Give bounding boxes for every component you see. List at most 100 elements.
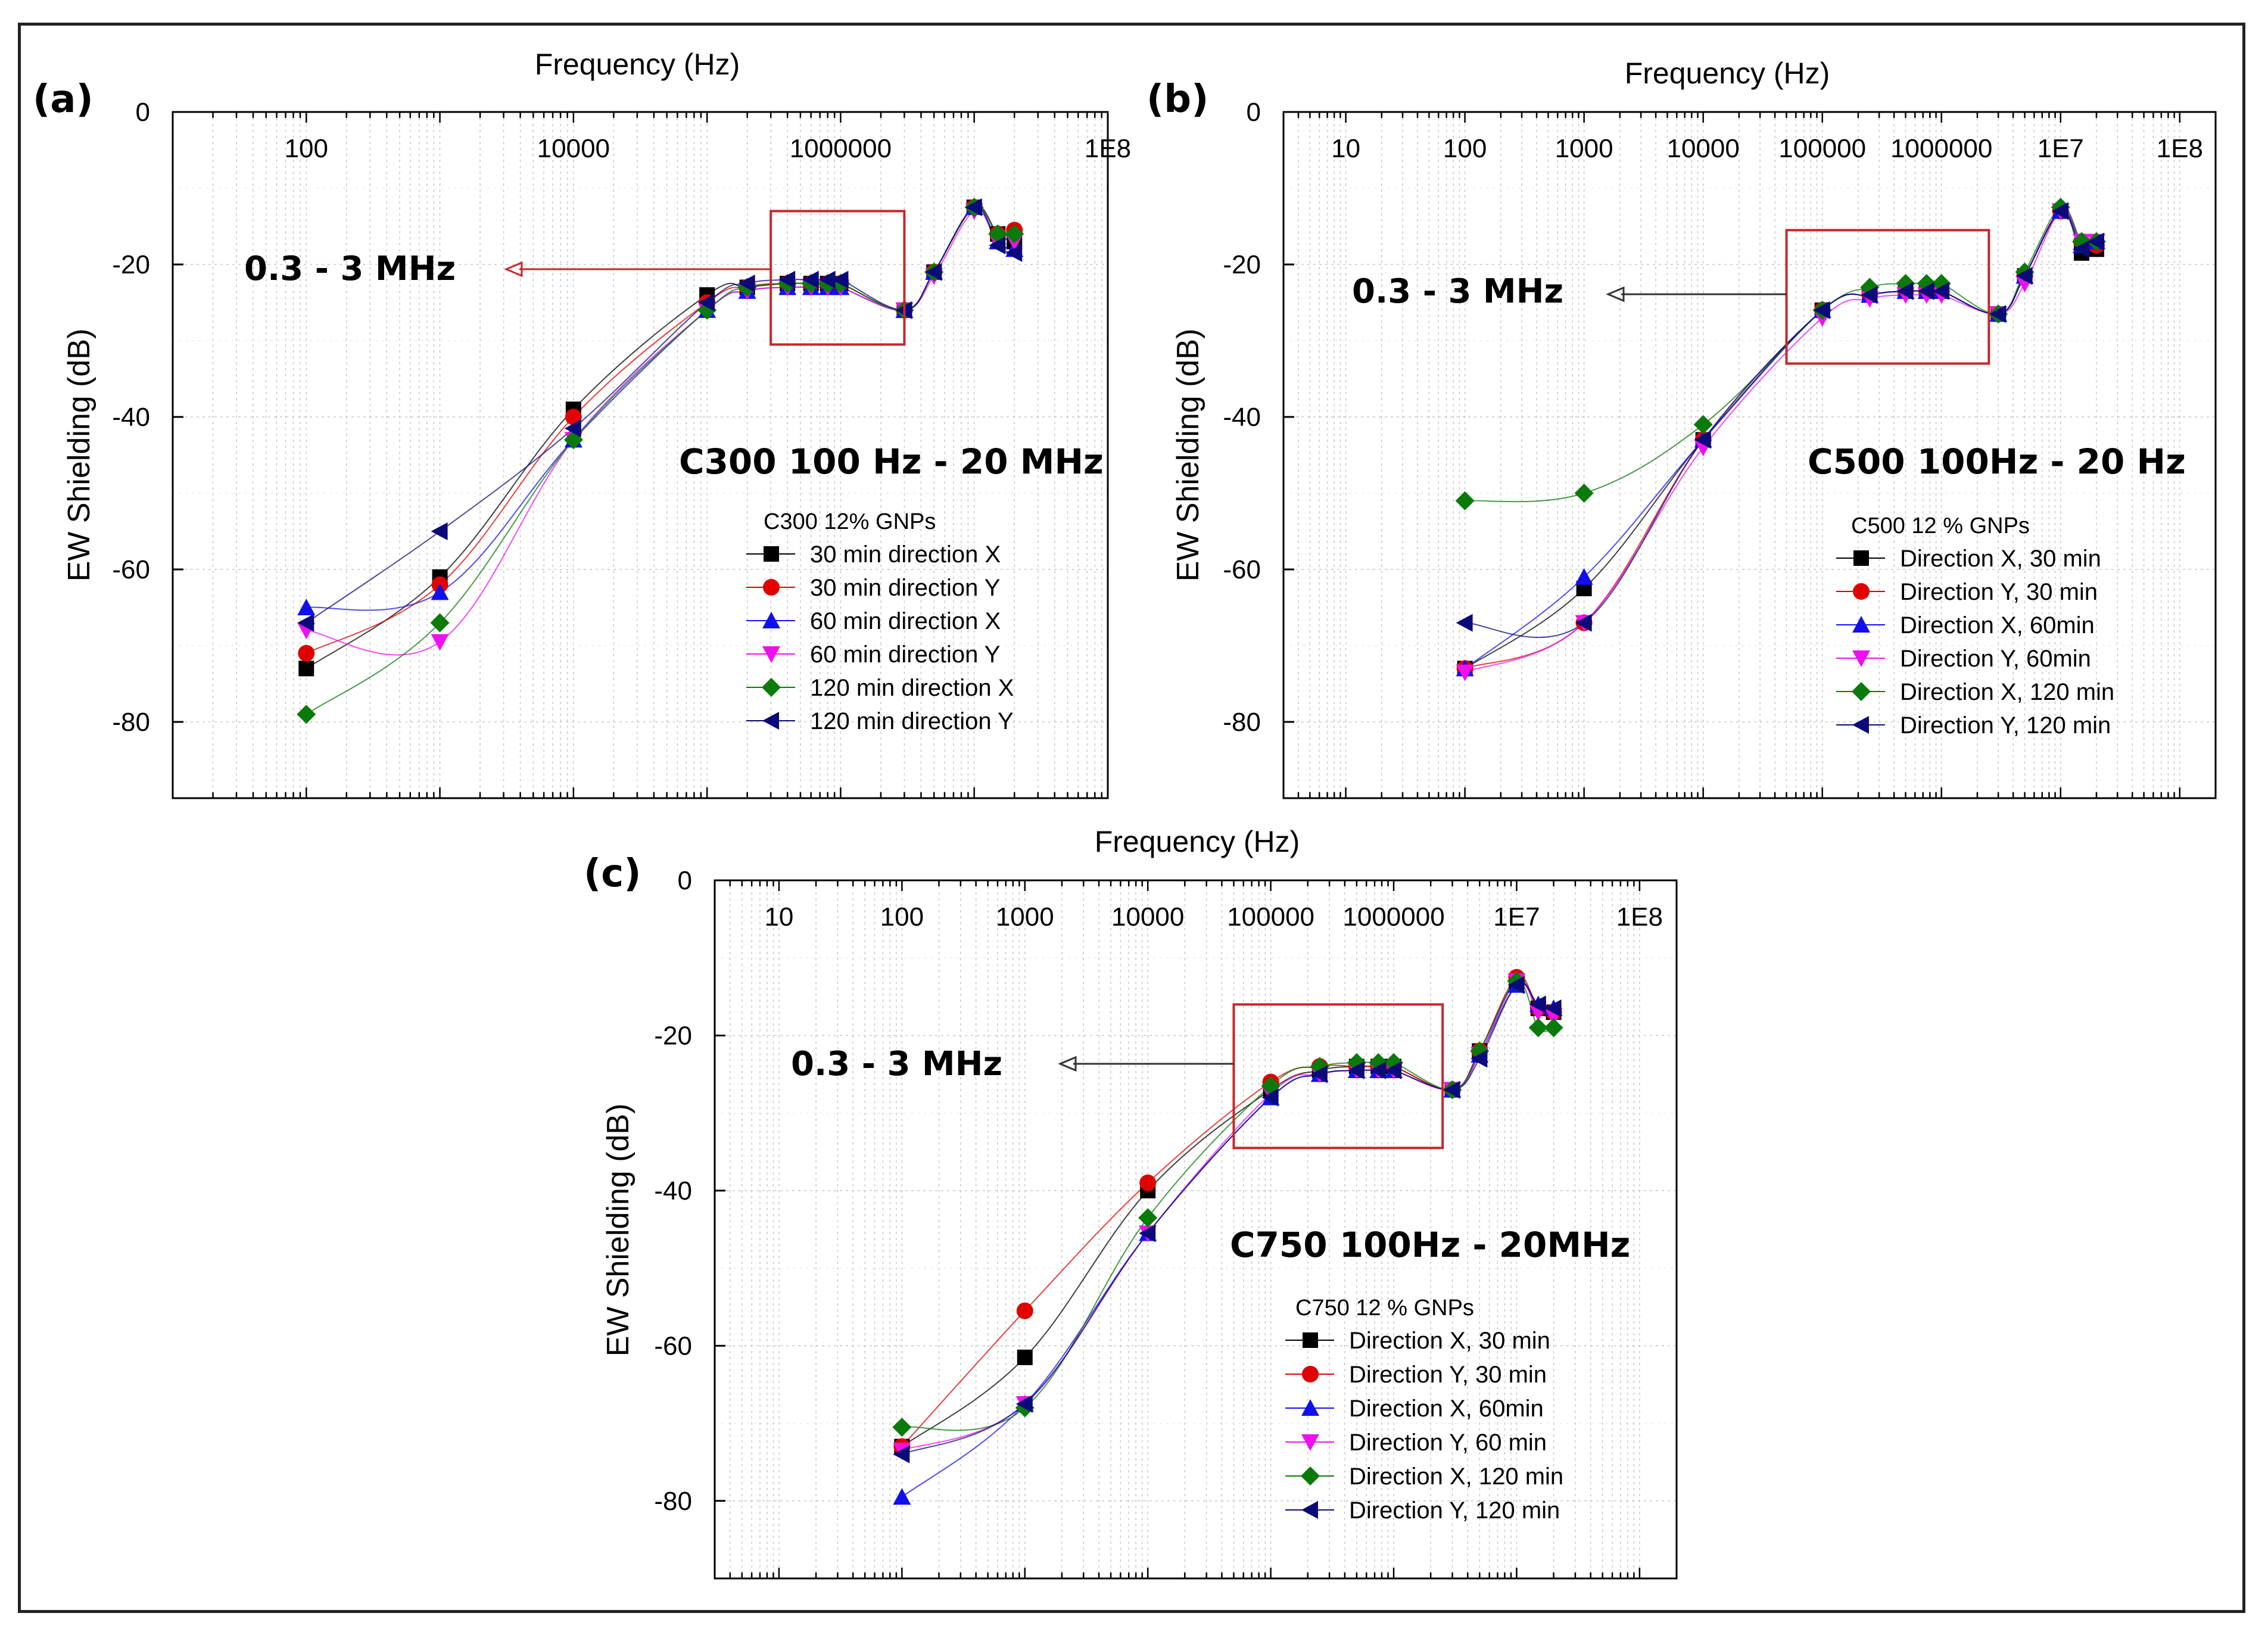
legend-marker — [762, 678, 781, 697]
y-tick-label: 0 — [1247, 98, 1261, 127]
legend-marker — [1301, 1434, 1319, 1451]
y-tick-label: -20 — [112, 250, 150, 279]
x-tick-label: 1000000 — [790, 134, 892, 163]
arrow-head — [1606, 286, 1625, 303]
data-point — [297, 614, 314, 632]
data-point — [738, 275, 755, 292]
data-point — [1896, 282, 1914, 300]
legend-label: Direction Y, 120 min — [1349, 1497, 1560, 1524]
grid — [1283, 111, 2216, 798]
chart-title: C750 100Hz - 20MHz — [1230, 1225, 1630, 1265]
legend-marker — [1853, 550, 1869, 566]
y-tick-label: -60 — [1223, 555, 1261, 584]
legend-label: Direction X, 120 min — [1349, 1463, 1563, 1490]
data-point — [297, 599, 316, 615]
plot-frame — [714, 879, 1678, 1580]
x-tick-label: 1E8 — [2157, 134, 2203, 163]
legend-label: Direction X, 60min — [1900, 612, 2095, 639]
data-point — [430, 613, 450, 633]
legend-label: Direction Y, 60 min — [1349, 1430, 1547, 1456]
y-tick-label: -80 — [112, 708, 150, 737]
data-point — [1261, 1088, 1279, 1107]
data-point — [1017, 1349, 1033, 1365]
y-tick-label: -20 — [1223, 250, 1261, 279]
data-point — [298, 661, 314, 677]
legend-label: Direction Y, 30 min — [1900, 579, 2098, 605]
data-point — [1385, 1061, 1402, 1080]
y-axis-title: EW Shielding (dB) — [1171, 329, 1205, 582]
series-line-5 — [306, 206, 1015, 624]
legend-marker — [1852, 650, 1870, 667]
legend-label: 120 min direction X — [810, 675, 1014, 701]
data-point — [1005, 244, 1023, 262]
legend-label: 60 min direction X — [810, 608, 1001, 634]
legend-marker — [764, 546, 779, 562]
x-tick-label: 1E8 — [1085, 134, 1131, 163]
legend-label: Direction Y, 60min — [1900, 646, 2091, 672]
x-tick-label: 100 — [1443, 134, 1487, 163]
data-point — [1861, 286, 1878, 304]
data-point — [1015, 1395, 1033, 1413]
range-annotation: 0.3 - 3 MHz — [244, 250, 456, 288]
legend-label: Direction X, 30 min — [1900, 546, 2101, 572]
legend-marker — [1303, 1332, 1318, 1348]
data-point — [1544, 999, 1562, 1017]
data-point — [1455, 491, 1475, 510]
legend-marker — [1302, 1366, 1319, 1382]
x-axis-title: Frequency (Hz) — [535, 48, 740, 81]
chart-panel-b: 0 -20 -40 -60 -80 10 100 1000 10000 100000 1000000… — [1147, 57, 2217, 799]
data-point — [1443, 1080, 1460, 1099]
x-tick-label: 1000 — [1555, 134, 1613, 163]
data-point — [431, 522, 448, 540]
x-tick-label: 1E7 — [1493, 902, 1540, 932]
data-point — [1456, 614, 1473, 632]
data-point — [431, 583, 449, 600]
data-point — [431, 634, 449, 651]
legend-marker — [1852, 716, 1869, 734]
x-axis-title: Frequency (Hz) — [1095, 825, 1300, 858]
data-point — [1575, 614, 1592, 632]
legend-label: Direction X, 60min — [1349, 1396, 1544, 1422]
y-axis-title: EW Shielding (dB) — [601, 1104, 635, 1357]
x-tick-label: 10000 — [1666, 134, 1739, 163]
data-point — [564, 419, 581, 438]
data-point — [802, 270, 819, 289]
data-point — [1471, 1050, 1488, 1068]
x-tick-label: 1000000 — [1890, 134, 1992, 163]
data-point — [892, 1418, 912, 1437]
legend-marker — [1852, 682, 1871, 701]
x-tick-label: 10000 — [537, 134, 610, 163]
y-tick-label: -80 — [1223, 708, 1261, 737]
arrow-head — [504, 261, 523, 278]
legend-marker — [762, 712, 779, 730]
data-point — [2051, 202, 2068, 220]
legend-label: 60 min direction Y — [810, 642, 1000, 668]
data-point — [893, 1445, 910, 1463]
data-point — [1310, 1065, 1328, 1083]
legend-marker — [1301, 1399, 1319, 1416]
x-tick-label: 100 — [880, 902, 924, 932]
range-annotation: 0.3 - 3 MHz — [791, 1045, 1002, 1083]
legend-label: 120 min direction Y — [810, 708, 1014, 734]
x-tick-label: 1E8 — [1616, 902, 1663, 932]
legend-marker — [762, 612, 780, 628]
range-annotation: 0.3 - 3 MHz — [1352, 272, 1563, 311]
chart-panel-a: 0 -20 -40 -60 -80 100 10000 1000000 1E8 Frequency… — [33, 48, 1131, 799]
data-point — [893, 1488, 911, 1505]
data-point — [1529, 995, 1546, 1014]
legend-label: 30 min direction Y — [810, 575, 1000, 601]
y-tick-label: -40 — [1223, 403, 1261, 432]
panel-label: (c) — [584, 852, 641, 896]
plot-frame — [172, 111, 1109, 799]
data-point — [965, 198, 982, 216]
chart-panel-c: 0 -20 -40 -60 -80 10 100 1000 10000 100000 1000000… — [584, 825, 1678, 1580]
legend-marker — [763, 579, 780, 596]
data-point — [989, 236, 1006, 254]
data-point — [2087, 232, 2104, 251]
legend-marker — [1852, 616, 1870, 633]
chart-title: C500 100Hz - 20 Hz — [1808, 441, 2186, 482]
legend-title: C500 12 % GNPs — [1851, 513, 2030, 538]
plot-frame — [1282, 111, 2217, 799]
data-point — [1693, 415, 1713, 434]
data-point — [1574, 484, 1594, 503]
